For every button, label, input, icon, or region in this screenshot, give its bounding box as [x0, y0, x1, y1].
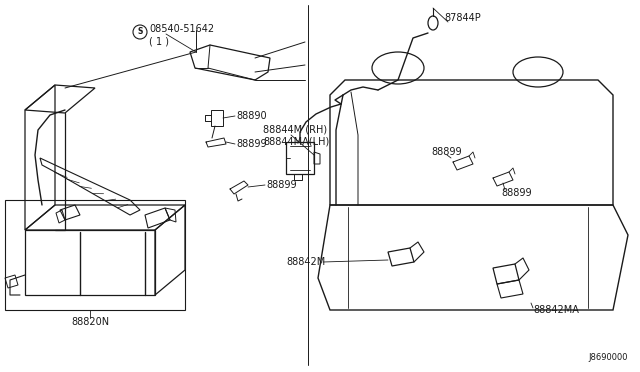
- Text: 88899: 88899: [266, 180, 296, 190]
- Text: 88844MA(LH): 88844MA(LH): [263, 136, 329, 146]
- Text: 88842M: 88842M: [286, 257, 325, 267]
- Text: J8690000: J8690000: [589, 353, 628, 362]
- Text: 88899: 88899: [236, 139, 267, 149]
- Text: ( 1 ): ( 1 ): [149, 36, 169, 46]
- Text: 08540-51642: 08540-51642: [149, 24, 214, 34]
- Text: 88899: 88899: [431, 147, 461, 157]
- Text: S: S: [138, 28, 143, 36]
- Text: 88842MA: 88842MA: [533, 305, 579, 315]
- Text: 88820N: 88820N: [71, 317, 109, 327]
- Text: 88899: 88899: [501, 188, 532, 198]
- Text: 88844M (RH): 88844M (RH): [263, 125, 327, 135]
- Text: 88890: 88890: [236, 111, 267, 121]
- Text: 87844P: 87844P: [444, 13, 481, 23]
